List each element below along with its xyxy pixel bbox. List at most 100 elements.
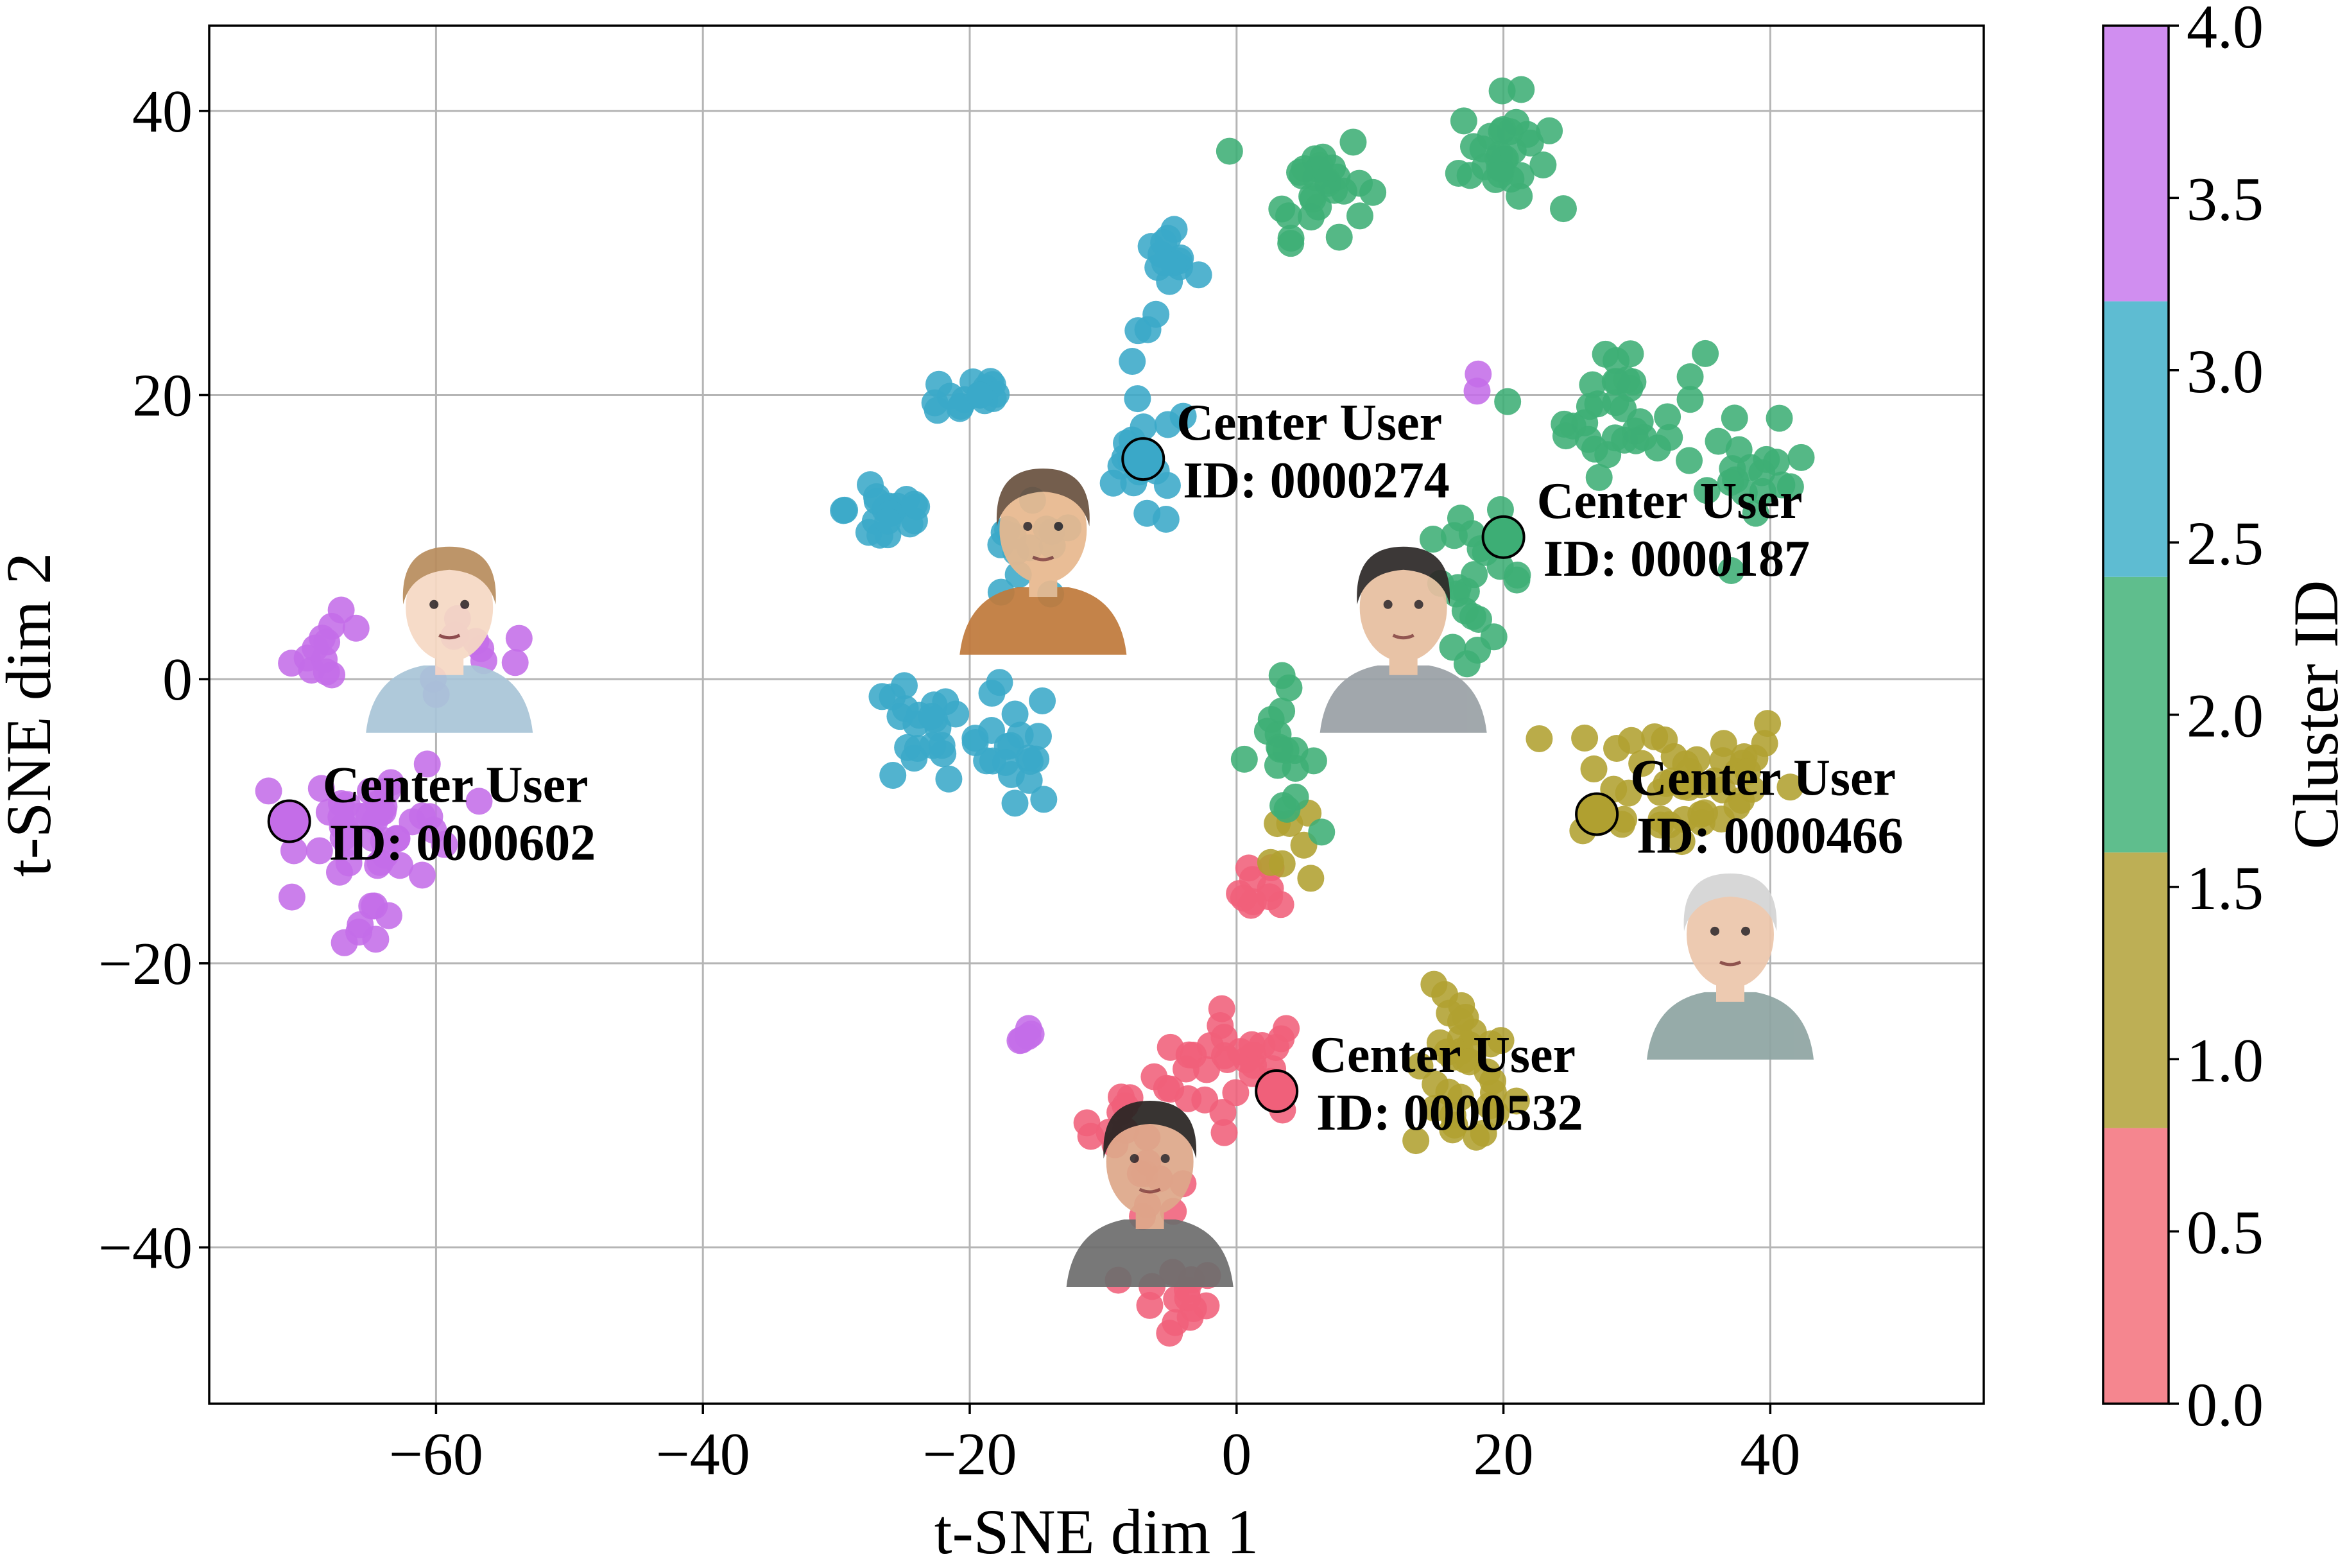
cluster-1-point [1257, 849, 1284, 876]
cluster-4-point [420, 816, 447, 844]
cluster-2-point [1494, 388, 1522, 415]
cluster-2-point [1419, 526, 1447, 553]
cluster-4-point [364, 852, 391, 879]
young-man-avatar-left-eye [1383, 599, 1393, 609]
cluster-4-point [255, 777, 282, 805]
cluster-3-point [1124, 385, 1151, 413]
cluster-2-point [1585, 463, 1613, 491]
y-tick-label: −40 [98, 1215, 193, 1282]
center-user-marker [1575, 792, 1619, 836]
cluster-2-point [1594, 441, 1622, 469]
cluster-2-point [1286, 159, 1314, 186]
cluster-2-point [1742, 499, 1769, 527]
cluster-3-point [1169, 402, 1197, 430]
girl-avatar-hair [402, 546, 496, 605]
cluster-3-point [918, 703, 945, 730]
x-tick-label: 0 [1221, 1421, 1251, 1488]
cluster-1-point [1571, 724, 1599, 752]
cluster-4-point [305, 837, 333, 865]
scatter-points [255, 76, 1815, 1347]
center-user-id: ID: 0000466 [1637, 807, 1904, 864]
cluster-1-point [1420, 970, 1448, 998]
cluster-2-point [1273, 795, 1301, 823]
cluster-0-point [1226, 880, 1253, 908]
cluster-1-point [1482, 1099, 1509, 1127]
man-avatar-right-eye [1160, 1153, 1170, 1163]
cluster-2-point [1676, 363, 1704, 390]
x-axis-label: t-SNE dim 1 [934, 1496, 1259, 1565]
monk-avatar-shoulders [959, 587, 1127, 655]
young-man-avatar-shoulders [1320, 665, 1487, 733]
cluster-2-point [1480, 623, 1508, 651]
cluster-4-point [399, 808, 426, 836]
cluster-0-point [1156, 1033, 1184, 1061]
cluster-2-point [1717, 557, 1745, 585]
cluster-2-point [1319, 154, 1346, 182]
cluster-2-point [1693, 477, 1721, 504]
cluster-3-point [1151, 249, 1178, 277]
x-tick-label: −40 [656, 1421, 750, 1488]
cluster-1-point [1754, 710, 1782, 737]
center-user-id: ID: 0000274 [1183, 452, 1450, 509]
cluster-2-point [1504, 561, 1531, 589]
cluster-3-point [868, 683, 896, 711]
colorbar-band [2103, 301, 2169, 577]
cluster-2-point [1488, 77, 1516, 105]
girl-avatar-face [406, 553, 494, 662]
cluster-4-point [278, 883, 305, 911]
cluster-4-point [465, 788, 493, 815]
cluster-2-point [1275, 674, 1303, 702]
cluster-2-point [1450, 107, 1477, 135]
x-tick-label: −60 [389, 1421, 483, 1488]
cluster-2-point [1626, 408, 1654, 436]
cluster-2-point [1575, 426, 1603, 453]
girl-avatar-right-eye [460, 599, 470, 609]
cluster-2-point [1654, 403, 1681, 431]
cluster-1-point [1734, 757, 1762, 785]
cluster-3-point [1022, 745, 1050, 773]
x-tick-label: −20 [922, 1421, 1017, 1488]
cluster-1-point [1456, 1048, 1483, 1076]
man-avatar [1066, 1100, 1234, 1287]
cluster-2-point [1676, 447, 1703, 474]
cluster-4-point [1463, 377, 1491, 405]
center-user-id: ID: 0000187 [1543, 531, 1810, 587]
cluster-3-point [942, 700, 970, 728]
cluster-3-point [935, 765, 963, 793]
colorbar-band [2103, 576, 2169, 853]
cluster-2-point [1551, 410, 1578, 438]
cluster-0-point [1156, 1320, 1183, 1347]
cluster-2-point [1216, 137, 1243, 165]
colorbar-tick-label: 1.0 [2187, 1026, 2264, 1094]
older-woman-avatar-right-eye [1741, 926, 1750, 936]
cluster-0-point [1262, 1033, 1290, 1061]
y-axis-label: t-SNE dim 2 [0, 553, 64, 877]
cluster-4-point [408, 861, 436, 889]
monk-avatar-mouth [1032, 555, 1054, 562]
cluster-2-point [1719, 455, 1746, 483]
cluster-3-point [886, 703, 914, 730]
colorbar-band [2103, 852, 2169, 1128]
center-user-id: ID: 0000602 [329, 815, 596, 872]
cluster-1-point [1463, 1123, 1490, 1151]
cluster-4-point [361, 892, 388, 920]
colorbar-tick-label: 1.5 [2187, 854, 2264, 922]
center-user-label: Center User [1310, 1027, 1576, 1083]
monk-avatar-hair [996, 469, 1090, 527]
cluster-2-point [1766, 404, 1793, 432]
cluster-2-point [1644, 434, 1671, 461]
cluster-4-point [327, 596, 355, 624]
center-user-label: Center User [1630, 750, 1896, 806]
cluster-3-point [830, 497, 857, 524]
cluster-2-point [1603, 347, 1630, 374]
cluster-2-point [1721, 404, 1748, 432]
colorbar-tick-label: 3.0 [2187, 337, 2264, 406]
monk-avatar [959, 469, 1127, 655]
cluster-1-point [1297, 865, 1325, 892]
cluster-3-point [1001, 700, 1029, 728]
older-woman-avatar-face [1687, 880, 1774, 988]
cluster-3-point [891, 672, 918, 700]
cluster-3-point [919, 732, 947, 759]
cluster-4-point [1008, 1026, 1036, 1054]
